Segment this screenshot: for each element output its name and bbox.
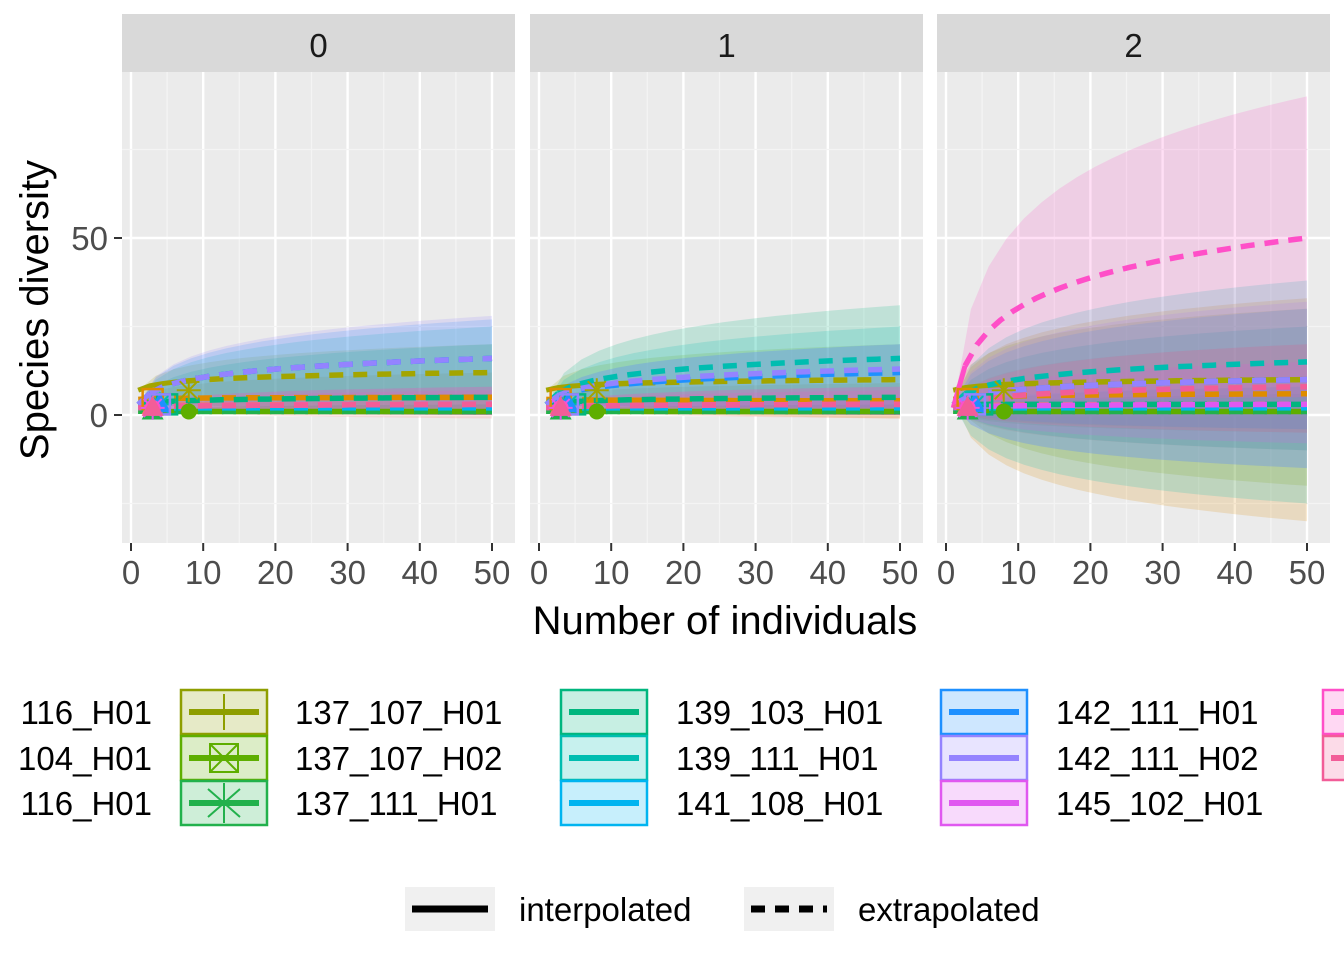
linetype-legend: interpolated extrapolated [405,887,1040,931]
x-tick-label: 10 [593,554,630,591]
x-tick-label: 50 [474,554,511,591]
x-tick-label: 40 [809,554,846,591]
extrapolated-curve [558,404,900,407]
x-tick-label: 30 [329,554,366,591]
x-tick-label: 40 [401,554,438,591]
x-tick-label: 20 [1072,554,1109,591]
series-legend: 116_H01 104_H01 116_H01 137_107_H01 137_107_… [18,690,1344,825]
x-axis-title: Number of individuals [533,599,918,643]
extrapolated-curve [965,404,1307,407]
legend-label: 141_108_H01 [676,785,883,822]
x-tick-label: 10 [1000,554,1037,591]
x-tick-label: 50 [882,554,919,591]
facet-strip-label: 0 [309,27,327,64]
legend-label: 139_103_H01 [676,694,883,731]
legend-label: 137_107_H02 [295,740,502,777]
linetype-label: interpolated [519,891,691,928]
legend-label: 116_H01 [20,785,152,822]
legend-label: 142_111_H02 [1056,740,1258,777]
observed-point [996,403,1012,419]
facet-panel-0: 0 0 10 20 30 40 50 [122,14,515,591]
legend-label: 139_111_H01 [676,740,878,777]
linetype-label: extrapolated [858,891,1040,928]
y-tick-label: 0 [90,397,108,434]
extrapolated-curve [558,400,900,401]
extrapolated-curve [150,397,492,398]
x-tick-label: 20 [257,554,294,591]
extrapolated-curve [150,404,492,407]
y-axis-title: Species diversity [13,160,57,460]
facet-strip-label: 2 [1124,27,1142,64]
x-tick-label: 40 [1216,554,1253,591]
x-tick-label: 0 [530,554,548,591]
legend-label: 145_102_H01 [1056,785,1263,822]
observed-point [992,378,1016,402]
x-tick-label: 50 [1289,554,1326,591]
legend-label: 116_H01 [20,694,152,731]
observed-point [589,403,605,419]
observed-point [181,403,197,419]
x-tick-label: 10 [185,554,222,591]
x-tick-label: 0 [937,554,955,591]
x-tick-label: 30 [1144,554,1181,591]
legend-label: 142_111_H01 [1056,694,1258,731]
observed-point [177,378,201,402]
legend-label: 137_107_H01 [295,694,502,731]
y-axis: 0 50 [71,220,122,434]
legend-label: 104_H01 [18,740,152,777]
y-tick-label: 50 [71,220,108,257]
facet-strip-label: 1 [717,27,735,64]
x-tick-label: 20 [665,554,702,591]
x-tick-label: 0 [122,554,140,591]
observed-point [585,378,609,402]
legend-label: 137_111_H01 [295,785,497,822]
x-tick-label: 30 [737,554,774,591]
